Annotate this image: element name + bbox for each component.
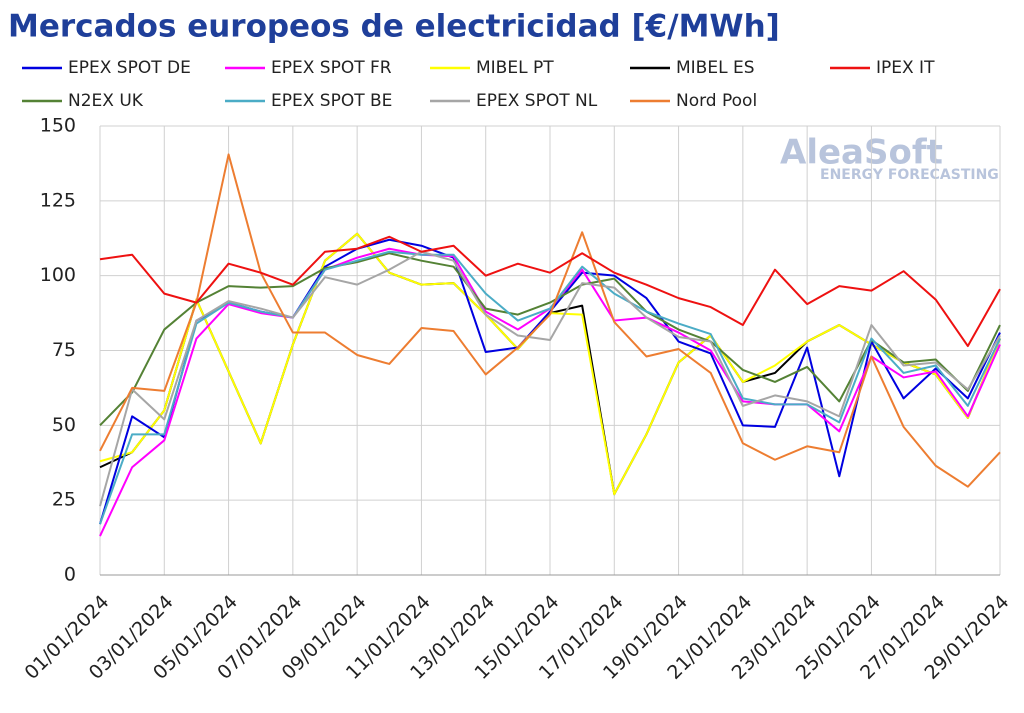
y-tick-label: 0 — [64, 564, 76, 586]
legend-label: EPEX SPOT NL — [476, 91, 598, 111]
legend-label: N2EX UK — [68, 91, 144, 111]
y-tick-label: 150 — [40, 115, 76, 137]
y-tick-label: 100 — [40, 264, 76, 286]
series-line — [99, 250, 1001, 525]
series-line — [99, 153, 1001, 488]
legend-label: EPEX SPOT BE — [271, 91, 392, 111]
chart-title: Mercados europeos de electricidad [€/MWh… — [8, 9, 780, 45]
legend-label: EPEX SPOT DE — [68, 58, 191, 78]
y-tick-label: 75 — [52, 339, 76, 361]
y-tick-label: 50 — [52, 414, 76, 436]
watermark-sub: ENERGY FORECASTING — [820, 167, 999, 183]
series-line — [99, 250, 1001, 507]
legend-label: MIBEL ES — [676, 58, 755, 78]
legend-label: MIBEL PT — [476, 58, 554, 78]
y-tick-label: 25 — [52, 489, 76, 511]
series-line — [99, 235, 1001, 348]
series-line — [99, 252, 1001, 427]
y-tick-label: 125 — [40, 189, 76, 211]
legend-label: EPEX SPOT FR — [271, 58, 392, 78]
legend-label: Nord Pool — [676, 91, 757, 111]
legend-label: IPEX IT — [876, 58, 935, 78]
